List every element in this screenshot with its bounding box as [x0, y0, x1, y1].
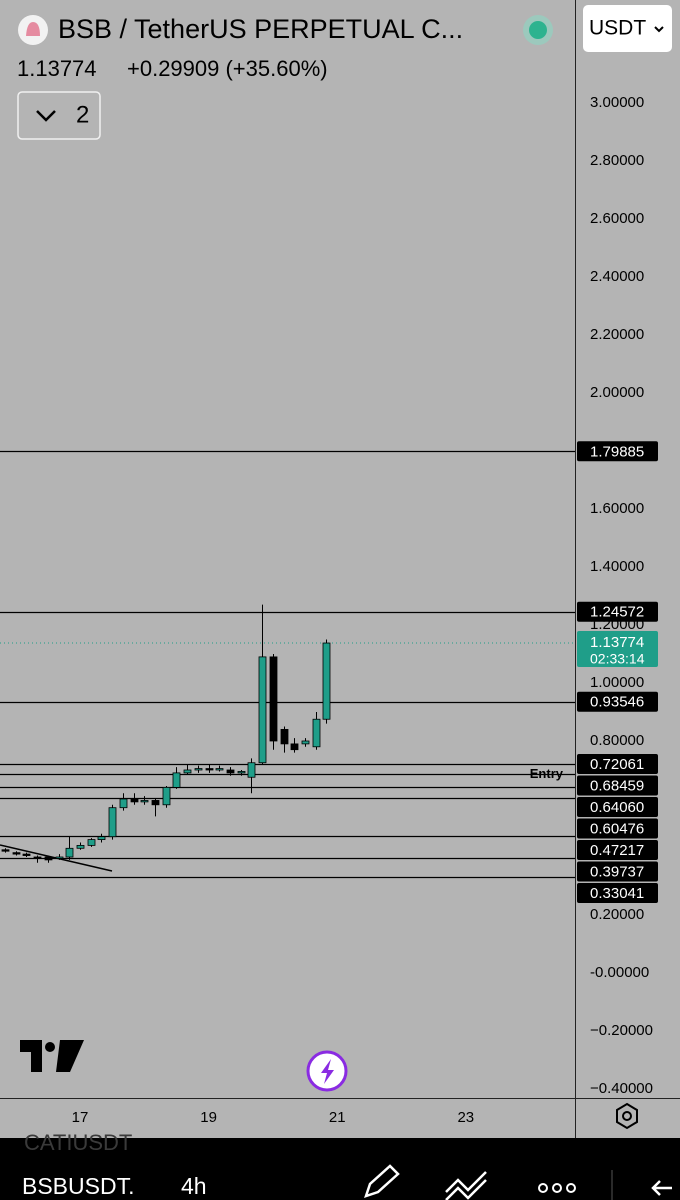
- y-tick-label: 3.00000: [590, 94, 644, 111]
- currency-label[interactable]: USDT: [589, 17, 646, 40]
- toolbar-symbol[interactable]: BSBUSDT.: [22, 1173, 134, 1199]
- indicator-toggle[interactable]: [17, 91, 101, 140]
- candle-body: [1, 849, 10, 852]
- level-price-label: 0.47217: [590, 842, 644, 859]
- level-price-label: 0.64060: [590, 799, 644, 816]
- y-tick-label: 1.00000: [590, 674, 644, 691]
- level-price-label: 0.93546: [590, 694, 644, 711]
- candle-body: [140, 800, 149, 803]
- candle-body: [108, 807, 117, 838]
- candle-body: [151, 800, 160, 806]
- candle-body: [162, 786, 171, 806]
- chevron-icon: [654, 26, 664, 33]
- candle-body: [65, 847, 74, 858]
- tradingview-logo: [20, 1040, 84, 1072]
- x-tick-label: 19: [200, 1109, 217, 1126]
- candle-body: [226, 769, 235, 774]
- y-tick-label: 2.20000: [590, 326, 644, 343]
- candle-body: [130, 798, 139, 803]
- candle-body: [247, 762, 256, 778]
- back-icon[interactable]: [651, 1180, 672, 1196]
- settings-icon-center: [622, 1111, 632, 1121]
- candle-body: [205, 768, 214, 771]
- level-price-box: [577, 754, 658, 775]
- current-price-label: 1.13774: [590, 634, 644, 651]
- draw-icon[interactable]: [364, 1164, 400, 1198]
- y-tick-label: 0.20000: [590, 906, 644, 923]
- currency-button[interactable]: [583, 5, 672, 52]
- y-tick-label: 2.60000: [590, 210, 644, 227]
- candle-body: [172, 772, 181, 788]
- y-tick-label: −0.40000: [590, 1080, 653, 1097]
- level-price-label: 0.60476: [590, 820, 644, 837]
- candle-body: [215, 768, 224, 771]
- level-price-box: [577, 840, 658, 861]
- candle-body: [87, 839, 96, 846]
- more-icon[interactable]: [538, 1183, 576, 1193]
- level-price-box: [577, 861, 658, 882]
- candle-body: [12, 852, 21, 855]
- candle-body: [301, 740, 310, 745]
- y-tick-label: -0.00000: [590, 964, 649, 981]
- settings-icon[interactable]: [616, 1102, 638, 1130]
- candle-body: [119, 798, 128, 809]
- countdown-label: 02:33:14: [590, 651, 645, 667]
- status-dot: [529, 21, 547, 39]
- plot-area: Entry: [0, 450, 575, 879]
- y-tick-label: 2.00000: [590, 384, 644, 401]
- candle-body: [312, 718, 321, 748]
- candle-body: [237, 771, 246, 774]
- candle-body: [97, 836, 106, 840]
- level-price-box: [577, 883, 658, 904]
- x-tick-label: 21: [329, 1109, 346, 1126]
- current-price-box: [577, 631, 658, 668]
- y-tick-label: 2.40000: [590, 268, 644, 285]
- candle-body: [290, 743, 299, 751]
- candle-body: [322, 642, 331, 720]
- level-price-box: [577, 775, 658, 796]
- previous-symbol: CATIUSDT: [24, 1130, 132, 1155]
- candle-body: [44, 856, 53, 861]
- lightning-icon: [321, 1059, 334, 1084]
- level-price-label: 0.68459: [590, 777, 644, 794]
- level-price-box: [577, 797, 658, 818]
- price-change: +0.29909 (+35.60%): [127, 56, 328, 81]
- level-price-label: 1.79885: [590, 443, 644, 460]
- indicators-icon[interactable]: [445, 1171, 487, 1200]
- x-tick-label: 23: [457, 1109, 474, 1126]
- y-tick-label: 1.60000: [590, 500, 644, 517]
- level-price-box: [577, 441, 658, 462]
- symbol-logo-mark: [26, 22, 40, 36]
- toolbar-interval[interactable]: 4h: [181, 1173, 207, 1199]
- level-price-label: 0.39737: [590, 863, 644, 880]
- chevron-icon: [36, 110, 56, 122]
- y-tick-label: 1.40000: [590, 558, 644, 575]
- y-tick-label: 0.80000: [590, 732, 644, 749]
- x-tick-label: 17: [72, 1109, 89, 1126]
- level-price-box: [577, 818, 658, 839]
- y-tick-label: 2.80000: [590, 152, 644, 169]
- candle-body: [76, 844, 85, 849]
- candle-body: [258, 656, 267, 764]
- candle-body: [183, 769, 192, 774]
- symbol-title[interactable]: BSB / TetherUS PERPETUAL C...: [58, 14, 463, 44]
- last-price: 1.13774: [17, 56, 97, 81]
- candle-body: [33, 856, 42, 859]
- indicator-count[interactable]: 2: [76, 101, 89, 128]
- level-annotation: Entry: [530, 766, 564, 781]
- candle-body: [22, 853, 31, 856]
- level-price-box: [577, 691, 658, 712]
- y-tick-label: −0.20000: [590, 1022, 653, 1039]
- level-price-label: 0.33041: [590, 885, 644, 902]
- candle-body: [280, 728, 289, 745]
- level-price-label: 0.72061: [590, 756, 644, 773]
- level-price-label: 1.24572: [590, 604, 644, 621]
- candle-body: [55, 856, 64, 859]
- level-price-box: [577, 601, 658, 622]
- candle-body: [194, 768, 203, 771]
- candle-body: [269, 656, 278, 742]
